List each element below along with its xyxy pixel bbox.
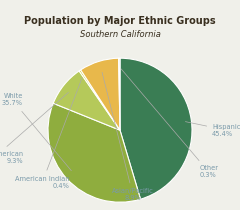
Text: Population by Major Ethnic Groups: Population by Major Ethnic Groups bbox=[24, 16, 216, 26]
Wedge shape bbox=[79, 70, 120, 130]
Wedge shape bbox=[48, 103, 141, 202]
Text: Southern California: Southern California bbox=[80, 30, 160, 39]
Text: White
35.7%: White 35.7% bbox=[2, 93, 71, 171]
Wedge shape bbox=[81, 58, 120, 130]
Wedge shape bbox=[120, 58, 192, 199]
Wedge shape bbox=[119, 58, 120, 130]
Text: Asian/Pacific
8.9%: Asian/Pacific 8.9% bbox=[102, 72, 154, 202]
Text: Hispanic
45.4%: Hispanic 45.4% bbox=[186, 122, 240, 137]
Text: African American
9.3%: African American 9.3% bbox=[0, 92, 68, 164]
Wedge shape bbox=[53, 71, 120, 130]
Text: American Indian
0.4%: American Indian 0.4% bbox=[15, 78, 82, 189]
Text: Other
0.3%: Other 0.3% bbox=[121, 69, 218, 178]
